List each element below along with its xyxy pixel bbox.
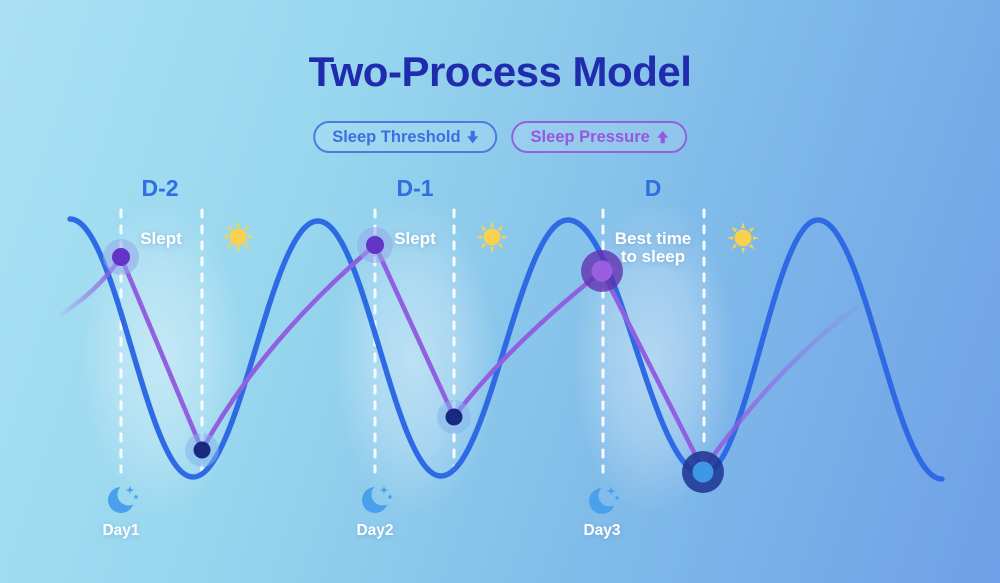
- legend: Sleep Threshold Sleep Pressure: [313, 121, 687, 153]
- wake-point-d2: [185, 433, 219, 467]
- legend-pressure-label: Sleep Pressure: [530, 127, 650, 146]
- sun-icon: [727, 222, 759, 254]
- day3-label: Day3: [583, 522, 621, 539]
- legend-sleep-threshold-badge: Sleep Threshold: [313, 121, 498, 153]
- best-time-point: [581, 250, 623, 292]
- arrow-up-icon: [656, 130, 668, 144]
- day1-label: Day1: [102, 522, 140, 539]
- legend-threshold-label: Sleep Threshold: [332, 127, 461, 146]
- sleep-onset-point-d2: [103, 239, 139, 275]
- legend-sleep-pressure-badge: Sleep Pressure: [511, 121, 687, 153]
- moon-star-sparkle: [379, 485, 389, 495]
- annotation-line: Slept: [140, 229, 182, 248]
- moon-star-sparkle: [606, 486, 616, 496]
- slept-annotation-d1: Slept: [394, 230, 436, 248]
- annotation-line: Best time: [614, 229, 692, 248]
- day-heading-d-2: D-2: [141, 175, 179, 201]
- day-heading-d-1: D-1: [396, 175, 434, 201]
- slept-annotation-d2: Slept: [140, 230, 182, 248]
- page-title: Two-Process Model: [308, 48, 692, 95]
- annotation-line: Slept: [394, 229, 436, 248]
- sun-icon: [476, 221, 508, 253]
- annotation-line: to sleep: [620, 247, 686, 266]
- sleep-onset-point-d1: [357, 227, 393, 263]
- best-time-annotation: Best time to sleep: [615, 230, 692, 266]
- wake-point-d1: [437, 400, 471, 434]
- day-heading-d: D: [644, 175, 662, 201]
- sun-icon: [222, 221, 254, 253]
- day2-label: Day2: [356, 522, 394, 539]
- arrow-down-icon: [467, 130, 479, 144]
- lowest-pressure-point: [682, 451, 724, 493]
- moon-star-sparkle: [125, 485, 135, 495]
